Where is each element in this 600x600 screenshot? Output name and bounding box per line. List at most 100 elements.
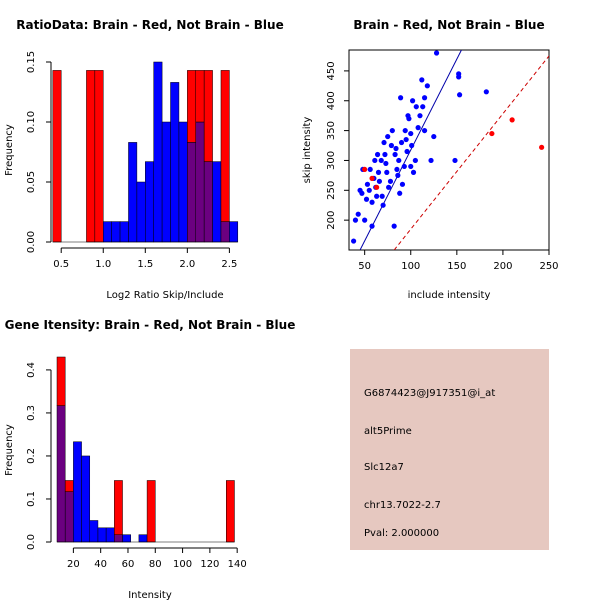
ratio-bar-overlap — [187, 142, 197, 243]
scatter-point-not-brain — [398, 95, 404, 101]
scatter-y-tick-label: 400 — [326, 91, 337, 110]
scatter-x-tick-label: 50 — [358, 261, 371, 272]
ratio-bar-not-brain — [161, 121, 171, 243]
scatter-x-axis-label: include intensity — [408, 290, 491, 301]
intensity-bar-not-brain — [105, 527, 115, 543]
scatter-point-brain — [509, 117, 515, 123]
scatter-point-brain — [369, 175, 375, 181]
scatter-point-not-brain — [389, 127, 395, 134]
intensity-x-tick-label: 100 — [173, 559, 192, 570]
intensity-bar-brain — [56, 356, 66, 406]
scatter-point-not-brain — [408, 130, 414, 137]
scatter-point-not-brain — [385, 133, 391, 140]
scatter-point-not-brain — [367, 166, 373, 173]
ratio-chart-title: RatioData: Brain - Red, Not Brain - Blue — [16, 18, 283, 32]
intensity-y-tick-label: 0.4 — [26, 362, 37, 378]
scatter-point-not-brain — [392, 151, 398, 158]
scatter-point-not-brain — [410, 169, 417, 175]
scatter-point-not-brain — [383, 160, 389, 167]
scatter-y-tick-label: 250 — [326, 181, 337, 200]
ratio-bar-not-brain — [145, 161, 154, 243]
scatter-point-not-brain — [417, 113, 423, 119]
scatter-point-not-brain — [431, 133, 437, 140]
scatter-reference-line — [393, 55, 549, 250]
intensity-bar-overlap — [114, 534, 123, 543]
ratio-bar-brain — [86, 70, 96, 243]
ratio-bar-not-brain — [229, 221, 239, 243]
ratio-bar-not-brain — [136, 181, 146, 243]
intensity-y-tick-label: 0.0 — [26, 534, 37, 550]
intensity-x-tick-label: 140 — [228, 559, 247, 570]
intensity-y-tick-label: 0.3 — [26, 405, 37, 421]
scatter-point-not-brain — [409, 98, 416, 104]
scatter-point-not-brain — [399, 181, 406, 187]
scatter-point-not-brain — [404, 148, 410, 155]
scatter-point-not-brain — [376, 178, 383, 184]
scatter-chart-title: Brain - Red, Not Brain - Blue — [353, 18, 544, 32]
intensity-bar-not-brain — [81, 455, 91, 543]
scatter-point-not-brain — [387, 178, 394, 184]
scatter-point-not-brain — [406, 116, 412, 122]
intensity-bar-not-brain — [97, 527, 107, 543]
scatter-point-brain — [539, 144, 545, 150]
scatter-point-not-brain — [433, 50, 440, 56]
scatter-point-not-brain — [402, 127, 408, 134]
scatter-point-not-brain — [401, 163, 407, 170]
scatter-point-not-brain — [375, 169, 382, 175]
ratio-plot-area: 0.00 0.05 0.10 0.15 0.5 1.0 1.5 2.0 2.5 — [26, 51, 239, 270]
scatter-point-not-brain — [396, 157, 402, 164]
scatter-point-not-brain — [421, 127, 428, 134]
intensity-bar-overlap — [64, 491, 74, 543]
scatter-point-not-brain — [351, 238, 357, 244]
ratio-bar-overlap — [220, 221, 230, 243]
scatter-x-tick-label: 100 — [401, 261, 420, 272]
ratio-y-tick-label: 0.00 — [26, 231, 37, 253]
info-panel-background — [350, 349, 549, 550]
intensity-x-tick-label: 120 — [200, 559, 219, 570]
scatter-point-not-brain — [452, 157, 458, 164]
scatter-point-not-brain — [384, 169, 390, 175]
scatter-point-not-brain — [398, 139, 405, 146]
ratio-bar-not-brain — [119, 221, 129, 243]
scatter-point-not-brain — [397, 190, 403, 196]
ratio-x-tick-label: 0.5 — [53, 259, 69, 270]
intensity-x-tick-label: 80 — [149, 559, 162, 570]
scatter-point-brain — [374, 184, 380, 190]
scatter-y-axis-label: skip intensity — [302, 117, 313, 184]
info-panel: G6874423@J917351@i_at alt5Prime Slc12a7 … — [350, 349, 549, 550]
ratio-x-tick-label: 1.0 — [95, 259, 111, 270]
intensity-bar-not-brain — [122, 534, 131, 543]
intensity-chart-title: Gene Itensity: Brain - Red, Not Brain - … — [5, 318, 296, 332]
scatter-point-not-brain — [424, 83, 430, 89]
scatter-point-not-brain — [379, 193, 385, 199]
ratio-x-tick-label: 2.0 — [179, 259, 195, 270]
scatter-point-not-brain — [420, 104, 426, 110]
intensity-scatter-chart: Brain - Red, Not Brain - Blue include in… — [302, 18, 559, 301]
scatter-point-not-brain — [359, 190, 365, 196]
intensity-bar-brain — [146, 480, 156, 543]
scatter-point-not-brain — [352, 217, 359, 223]
scatter-point-not-brain — [378, 157, 384, 164]
intensity-bar-brain — [226, 480, 235, 543]
ratio-bar-not-brain — [103, 221, 112, 243]
scatter-point-not-brain — [380, 202, 386, 208]
scatter-point-not-brain — [483, 89, 489, 95]
scatter-point-not-brain — [409, 142, 415, 149]
intensity-plot-area: 0.0 0.1 0.2 0.3 0.4 20 40 60 80 100 120 140 — [26, 356, 247, 570]
intensity-y-tick-label: 0.2 — [26, 448, 37, 464]
intensity-histogram-chart: Gene Itensity: Brain - Red, Not Brain - … — [4, 318, 295, 600]
intensity-x-axis-label: Intensity — [128, 590, 172, 600]
scatter-point-not-brain — [394, 166, 400, 173]
scatter-point-not-brain — [374, 193, 380, 199]
ratio-x-tick-label: 2.5 — [221, 259, 237, 270]
intensity-bar-not-brain — [138, 534, 148, 543]
intensity-bar-not-brain — [73, 441, 82, 543]
scatter-point-not-brain — [403, 136, 409, 143]
ratio-bar-brain — [94, 70, 104, 243]
scatter-y-tick-label: 300 — [326, 151, 337, 170]
ratio-bar-brain — [203, 70, 213, 162]
ratio-bar-brain — [52, 70, 62, 243]
ratio-bar-overlap — [195, 121, 205, 243]
scatter-point-not-brain — [369, 223, 375, 229]
